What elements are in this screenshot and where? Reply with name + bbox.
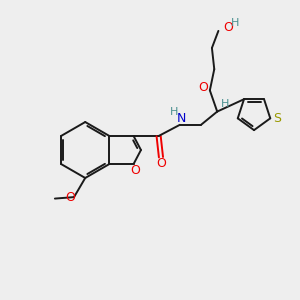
Text: O: O (156, 157, 166, 169)
Text: O: O (130, 164, 140, 177)
Text: N: N (177, 112, 186, 125)
Text: S: S (273, 112, 281, 125)
Text: H: H (230, 18, 239, 28)
Text: O: O (198, 81, 208, 94)
Text: O: O (224, 21, 234, 34)
Text: H: H (220, 99, 229, 109)
Text: O: O (65, 190, 75, 204)
Text: H: H (170, 107, 179, 118)
